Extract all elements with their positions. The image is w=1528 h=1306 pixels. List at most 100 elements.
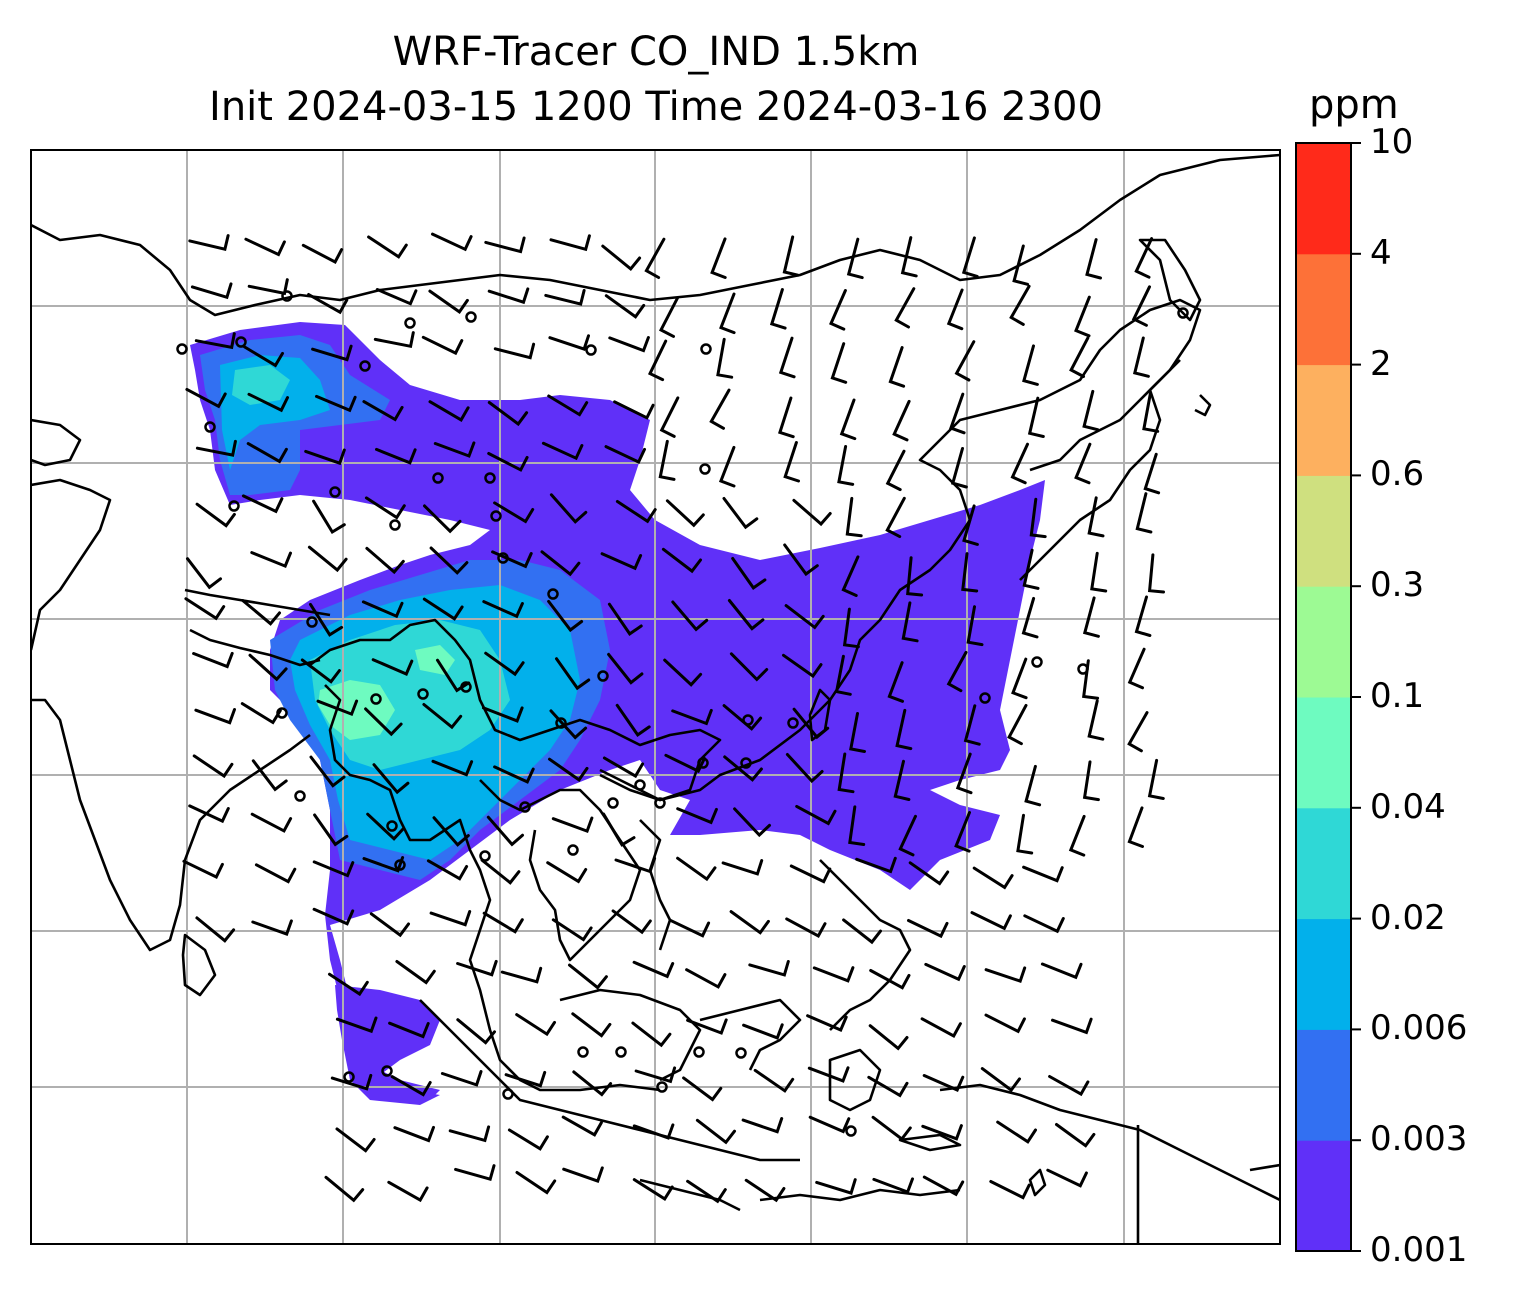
wind-barb	[1135, 492, 1153, 534]
calm-wind-circle	[394, 859, 406, 871]
wind-barb	[984, 966, 1027, 983]
wind-barb	[676, 807, 718, 825]
colorbar-segment	[1296, 586, 1351, 698]
wind-barb	[970, 911, 1012, 931]
calm-wind-circle	[1077, 663, 1089, 675]
wind-barb	[1134, 237, 1154, 279]
calm-wind-circle	[1031, 656, 1043, 668]
wind-barb	[631, 1021, 672, 1048]
calm-wind-circle	[276, 707, 288, 719]
wind-barb	[658, 296, 679, 338]
wind-barb	[839, 398, 857, 441]
wind-barb	[448, 1125, 491, 1143]
calm-wind-circle	[404, 317, 416, 329]
wind-barb	[431, 759, 474, 777]
wind-barb	[456, 1018, 496, 1045]
wind-barb	[607, 602, 643, 636]
wind-barb	[1134, 595, 1152, 637]
colorbar-unit-label: ppm	[1309, 82, 1399, 128]
wind-barb	[487, 287, 530, 305]
wind-barb	[335, 1127, 376, 1153]
wind-barb	[504, 1070, 547, 1088]
wind-barb	[192, 754, 234, 779]
calm-wind-circle	[735, 1047, 747, 1059]
wind-barb	[1069, 336, 1090, 378]
wind-barb	[686, 1179, 727, 1204]
wind-barb	[241, 494, 284, 514]
wind-barb	[395, 960, 436, 985]
wind-barb	[313, 813, 349, 847]
wind-barb	[892, 399, 911, 442]
wind-barb	[1023, 914, 1065, 934]
wind-barb	[192, 651, 234, 669]
wind-barb	[661, 547, 702, 574]
wind-barb	[429, 910, 472, 927]
calm-wind-circle	[1177, 307, 1189, 319]
wind-barb	[1040, 962, 1083, 980]
wind-barb	[808, 1115, 851, 1134]
wind-barb	[307, 545, 348, 573]
wind-barb	[980, 1067, 1021, 1093]
wind-barb	[493, 765, 535, 784]
wind-barb	[783, 543, 819, 577]
wind-barb	[549, 234, 591, 252]
wind-barb	[243, 345, 284, 368]
wind-barb	[362, 400, 404, 422]
wind-barb	[546, 861, 588, 884]
wind-barb	[184, 597, 226, 621]
calm-wind-circle	[484, 472, 496, 484]
wind-barb	[254, 863, 297, 884]
wind-barb	[782, 235, 800, 277]
wind-barb	[895, 708, 913, 751]
wind-barb	[608, 336, 650, 353]
colorbar-tick-label: 0.001	[1370, 1230, 1468, 1270]
wind-barb	[307, 293, 349, 315]
wind-barb	[335, 1016, 378, 1034]
wind-barb	[611, 909, 652, 935]
wind-barb	[480, 858, 521, 885]
wind-barb	[367, 235, 408, 259]
wind-barb	[894, 287, 916, 329]
wind-barb	[924, 962, 966, 982]
wind-barb	[482, 911, 524, 934]
wind-barb	[551, 816, 594, 834]
colorbar-tick-label: 0.02	[1370, 897, 1446, 938]
wind-barb	[644, 237, 666, 279]
wind-barb	[946, 288, 964, 331]
wind-barb	[972, 866, 1014, 890]
wind-barb	[1087, 496, 1105, 538]
wind-barb	[614, 856, 657, 874]
calm-wind-circle	[700, 343, 712, 355]
wind-barb	[428, 400, 470, 422]
wind-barb	[491, 550, 533, 569]
wind-barb	[369, 912, 410, 938]
wind-barb	[493, 501, 535, 524]
wind-barb	[885, 449, 906, 492]
colorbar-tick-label: 10	[1370, 122, 1414, 162]
wind-barb	[1051, 1017, 1093, 1035]
wind-barb	[194, 332, 236, 350]
calm-wind-circle	[607, 797, 619, 809]
wind-barb	[946, 650, 968, 693]
wind-barb	[436, 658, 471, 693]
wind-barb	[868, 1024, 909, 1051]
wind-barb	[722, 497, 759, 530]
wind-barb	[785, 753, 824, 784]
wind-barb	[507, 1128, 549, 1151]
wind-barb	[312, 860, 355, 878]
wind-barb	[1147, 758, 1165, 800]
wind-barb	[328, 972, 369, 997]
wind-barb	[664, 753, 706, 774]
colorbar-segment	[1296, 143, 1351, 255]
wind-barb	[373, 331, 415, 349]
wind-barb	[429, 546, 469, 575]
wind-barb	[602, 812, 636, 847]
wind-barb	[727, 599, 765, 631]
wind-barb	[330, 1073, 373, 1091]
plume-0.04	[318, 645, 455, 740]
wind-barb	[1082, 596, 1100, 638]
wind-barb	[365, 546, 405, 575]
calm-wind-circle	[845, 1125, 857, 1137]
wind-barb	[487, 401, 529, 427]
